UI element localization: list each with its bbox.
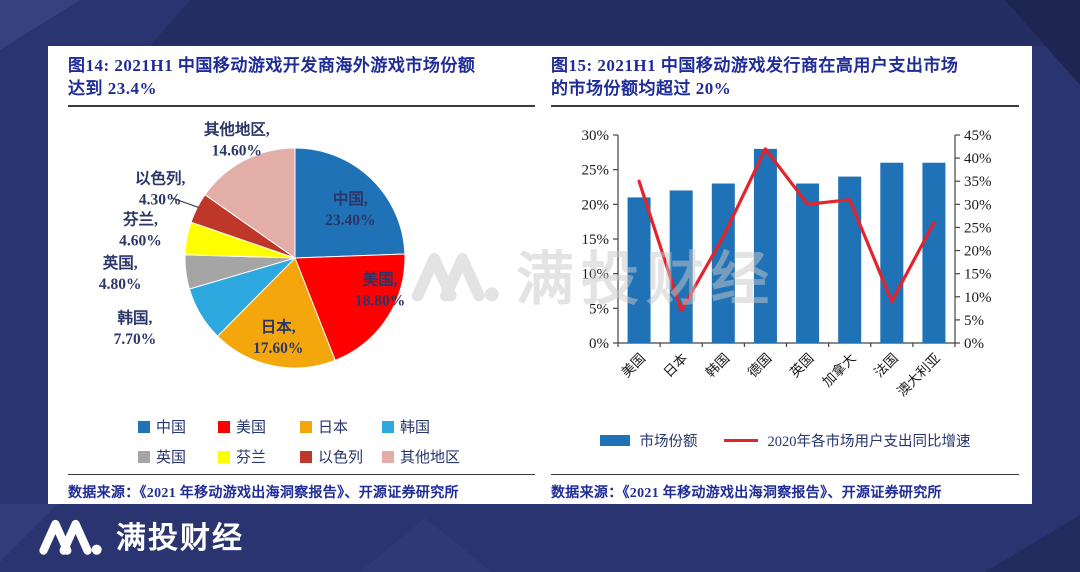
figure-15: 图15: 2021H1 中国移动游戏发行商在高用户支出市场 的市场份额均超过 2… — [551, 54, 1019, 501]
pie-label-5: 芬兰, 4.60% — [119, 209, 162, 249]
pie-legend-label-5: 芬兰 — [236, 450, 267, 466]
pie-legend-item-3: 韩国 — [382, 416, 502, 437]
brand-m-icon — [38, 513, 104, 557]
pie-legend-item-4: 英国 — [138, 446, 218, 467]
figure-14-source: 数据来源：《2021 年移动游戏出海洞察报告》、开源证券研究所 — [68, 474, 535, 502]
pie-legend-item-0: 中国 — [138, 416, 218, 437]
left-axis-label: 0% — [589, 336, 609, 352]
right-axis-label: 10% — [964, 290, 992, 306]
pie-legend-swatch-6 — [300, 450, 312, 463]
pie-slice-2 — [216, 257, 336, 369]
pie-legend-swatch-2 — [300, 420, 312, 433]
growth-line — [637, 147, 936, 313]
bar-6 — [880, 162, 904, 343]
content-panel: 图14: 2021H1 中国移动游戏开发商海外游戏市场份额 达到 23.4% 中… — [48, 46, 1032, 504]
x-category-label-3: 德国 — [745, 351, 775, 381]
pie-legend-item-6: 以色列 — [300, 446, 382, 467]
right-axis-label: 0% — [964, 336, 984, 352]
figure-15-title-line1: 图15: 2021H1 中国移动游戏发行商在高用户支出市场 — [551, 56, 959, 75]
pie-legend-swatch-3 — [382, 420, 394, 433]
pie-legend-swatch-7 — [382, 450, 394, 463]
right-axis-label: 40% — [964, 151, 992, 167]
right-axis-label: 45% — [964, 128, 992, 144]
bar-legend-label-1: 2020年各市场用户支出同比增速 — [767, 434, 971, 450]
pie-leader-line — [171, 197, 201, 209]
pie-legend-label-2: 日本 — [318, 420, 349, 436]
pie-legend-label-1: 美国 — [236, 420, 267, 436]
bar-legend-label-0: 市场份额 — [639, 434, 698, 450]
pie-label-3: 韩国, 7.70% — [114, 308, 157, 348]
right-axis-label: 30% — [964, 197, 992, 213]
x-category-label-4: 英国 — [786, 350, 816, 380]
bar-4 — [796, 183, 820, 343]
bar-2 — [711, 183, 735, 343]
footer-brand: 满投财经 — [38, 513, 244, 557]
x-category-label-2: 韩国 — [703, 351, 733, 381]
pie-legend-label-4: 英国 — [156, 450, 187, 466]
left-axis-label: 20% — [582, 197, 610, 213]
pie-label-1: 美国, 18.80% — [355, 269, 405, 309]
bar-5 — [838, 176, 862, 343]
pie-legend-swatch-1 — [218, 420, 230, 433]
pie-slice-7 — [204, 147, 296, 259]
left-axis-label: 10% — [582, 267, 610, 283]
pie-legend-swatch-4 — [138, 450, 150, 463]
left-axis-label: 30% — [582, 128, 610, 144]
figure-15-title: 图15: 2021H1 中国移动游戏发行商在高用户支出市场 的市场份额均超过 2… — [551, 54, 1019, 107]
bar-1 — [669, 190, 693, 343]
pie-legend-label-7: 其他地区 — [400, 450, 461, 466]
x-category-label-7: 澳大利亚 — [894, 351, 943, 400]
figure-14-title: 图14: 2021H1 中国移动游戏开发商海外游戏市场份额 达到 23.4% — [68, 54, 535, 107]
right-axis-label: 5% — [964, 313, 984, 329]
pie-legend-swatch-0 — [138, 420, 150, 433]
pie-legend-label-0: 中国 — [156, 420, 187, 436]
figure-14: 图14: 2021H1 中国移动游戏开发商海外游戏市场份额 达到 23.4% 中… — [68, 54, 535, 501]
right-axis-label: 25% — [964, 220, 992, 236]
x-category-label-6: 法国 — [871, 351, 901, 381]
bar-chart-legend: 市场份额 2020年各市场用户支出同比增速 — [551, 430, 1019, 451]
bar-3 — [753, 148, 777, 343]
pie-slice-1 — [294, 253, 406, 362]
figure-15-title-line2: 的市场份额均超过 20% — [551, 79, 732, 98]
left-axis-label: 25% — [582, 163, 610, 179]
x-category-label-5: 加拿大 — [819, 350, 859, 390]
pie-legend-item-1: 美国 — [218, 416, 300, 437]
bar-legend-swatch-0 — [599, 435, 630, 446]
right-axis-label: 20% — [964, 244, 992, 260]
pie-legend-item-2: 日本 — [300, 416, 382, 437]
right-axis-label: 35% — [964, 174, 992, 190]
figure-14-title-line1: 图14: 2021H1 中国移动游戏开发商海外游戏市场份额 — [68, 56, 476, 75]
footer-brand-text: 满投财经 — [116, 522, 244, 555]
pie-label-2: 日本, 17.60% — [253, 317, 303, 357]
bar-legend-swatch-1 — [723, 439, 758, 442]
x-category-label-0: 美国 — [618, 351, 648, 381]
pie-legend-item-7: 其他地区 — [382, 446, 502, 467]
pie-legend: 中国 美国 日本 韩国英国 芬兰 以色列 其他地区 — [138, 416, 502, 467]
pie-legend-label-3: 韩国 — [400, 420, 431, 436]
right-axis-label: 15% — [964, 267, 992, 283]
pie-legend-item-5: 芬兰 — [218, 446, 300, 467]
pie-label-6: 以色列, 4.30% — [135, 169, 186, 209]
pie-label-4: 英国, 4.80% — [99, 253, 142, 293]
left-axis-label: 5% — [589, 301, 609, 317]
figure-14-title-line2: 达到 23.4% — [68, 79, 157, 98]
figure-15-source: 数据来源：《2021 年移动游戏出海洞察报告》、开源证券研究所 — [551, 474, 1019, 502]
bar-7 — [922, 162, 946, 343]
left-axis-label: 15% — [582, 232, 610, 248]
pie-chart: 中国, 23.40% 美国, 18.80% 日本, 17.60% 韩国, 7.70% 英国, 4.… — [99, 120, 406, 369]
pie-label-0: 中国, 23.40% — [325, 189, 375, 229]
x-category-label-1: 日本 — [661, 350, 691, 380]
pie-label-7: 其他地区, 14.60% — [204, 120, 270, 160]
axis-frame — [617, 135, 956, 344]
bar-line-chart: 0% 5% 10% 15% 20% 25% 30% 0% 5% 10% 15% 20% 25% 30% 35… — [582, 128, 992, 400]
pie-slice-0 — [294, 147, 406, 259]
pie-legend-label-6: 以色列 — [318, 450, 364, 466]
pie-legend-swatch-5 — [218, 450, 230, 463]
bar-0 — [627, 197, 651, 343]
